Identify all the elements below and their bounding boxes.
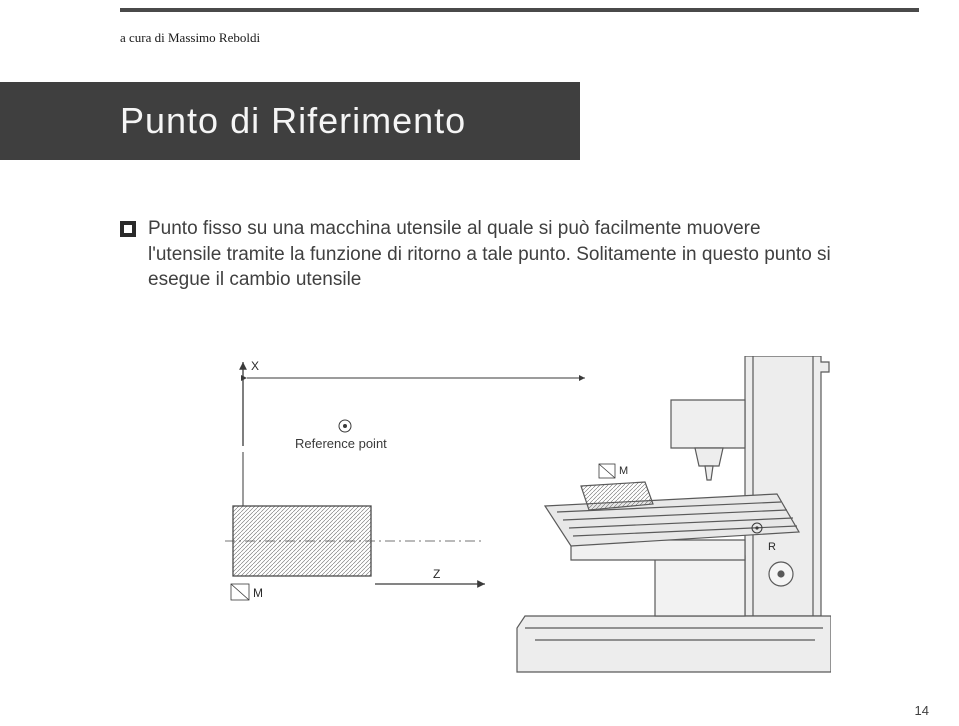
body-text-content: Punto fisso su una macchina utensile al … (148, 216, 839, 293)
page-number: 14 (915, 703, 929, 718)
m-label-1: M (253, 586, 263, 600)
title-block: Punto di Riferimento (0, 82, 580, 160)
credit-line: a cura di Massimo Reboldi (120, 30, 260, 46)
reference-point-label: Reference point (295, 436, 387, 451)
top-rule (120, 8, 919, 12)
machine-diagram: X Reference point M Z (225, 356, 831, 676)
axis-z-label: Z (433, 567, 440, 581)
bullet-icon (120, 221, 136, 237)
m-label-2: M (619, 465, 628, 477)
axis-x-label: X (251, 359, 259, 373)
body-paragraph: Punto fisso su una macchina utensile al … (120, 216, 839, 293)
page-title: Punto di Riferimento (120, 100, 466, 142)
r-label: R (768, 541, 776, 553)
